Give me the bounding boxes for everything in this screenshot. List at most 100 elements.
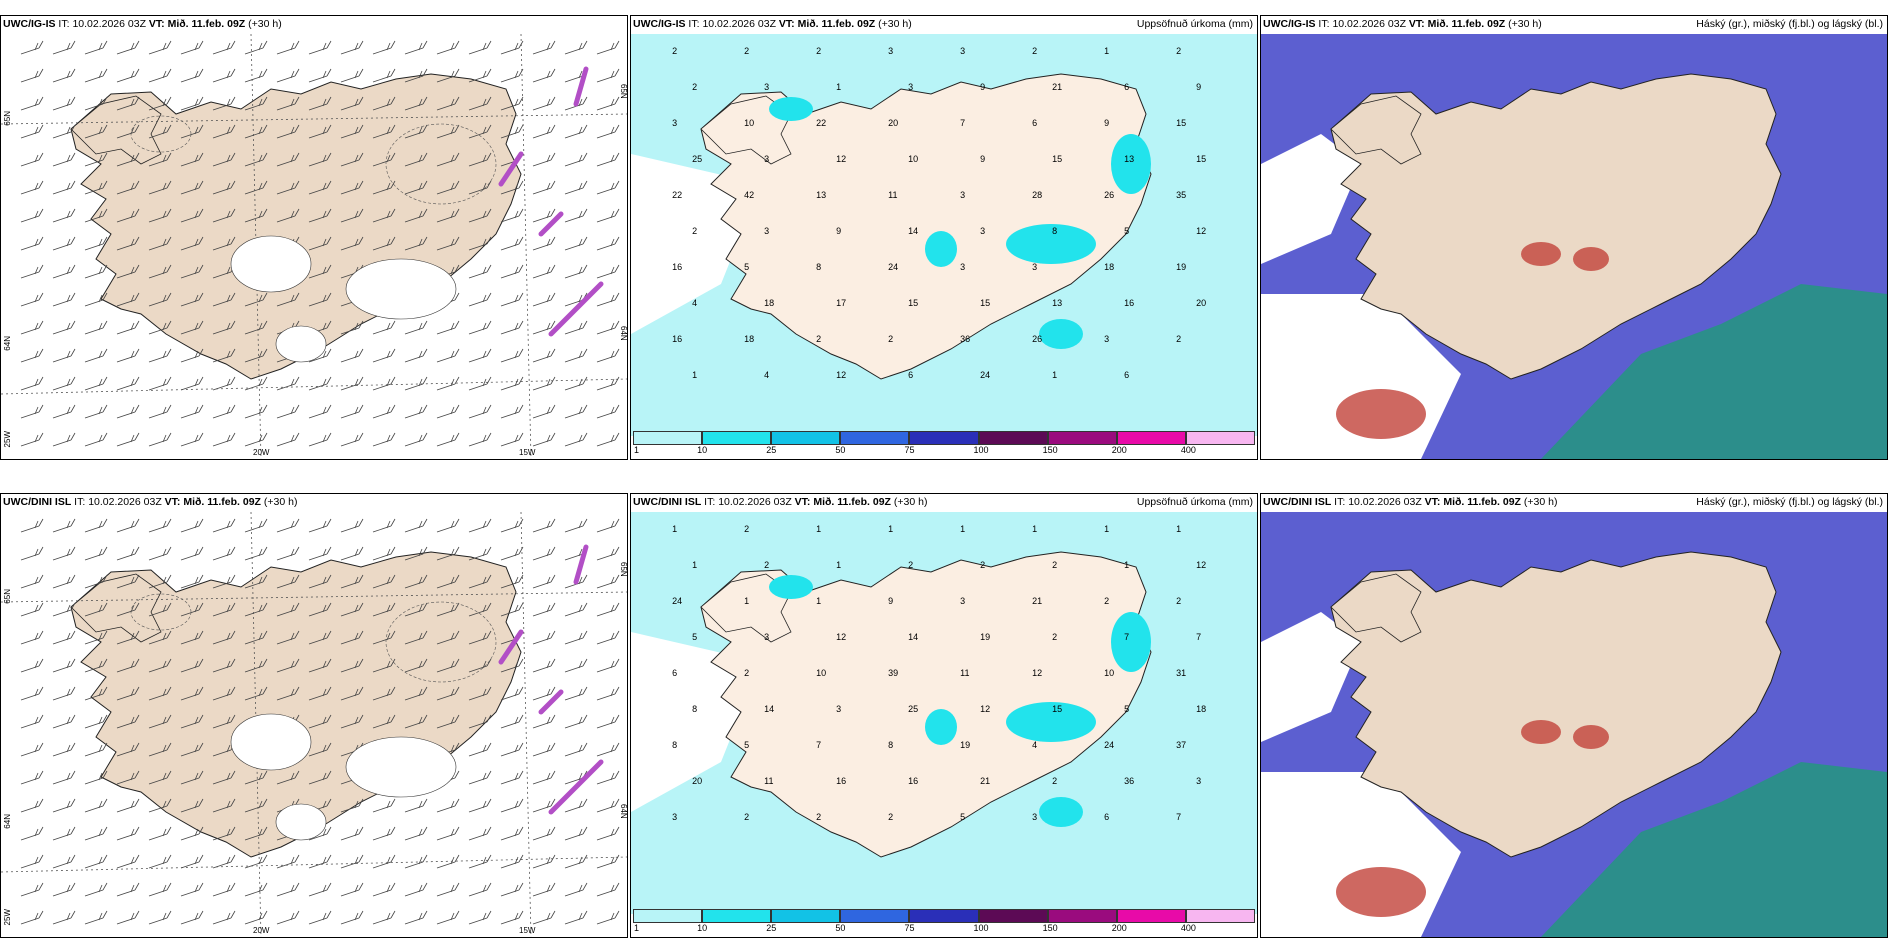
precip-value: 1 bbox=[1052, 370, 1057, 380]
wind-barb bbox=[116, 546, 140, 561]
wind-barb bbox=[532, 826, 556, 841]
wind-barb bbox=[308, 40, 332, 55]
wind-barb bbox=[404, 68, 428, 83]
precip-value: 7 bbox=[816, 740, 821, 750]
wind-barb bbox=[180, 180, 204, 195]
wind-barb bbox=[340, 68, 364, 83]
convective-streak bbox=[498, 629, 524, 665]
wind-barb bbox=[180, 264, 204, 279]
wind-barb bbox=[340, 798, 364, 813]
legend-swatch bbox=[702, 431, 772, 445]
wind-barb bbox=[340, 854, 364, 869]
wind-barb bbox=[212, 40, 236, 55]
convective-streak bbox=[498, 151, 524, 187]
westfjords bbox=[1330, 95, 1422, 165]
ice-cap bbox=[345, 258, 457, 320]
wind-barb bbox=[20, 208, 44, 223]
westfjords bbox=[700, 573, 792, 643]
wind-barb bbox=[468, 602, 492, 617]
wind-barb bbox=[340, 236, 364, 251]
wind-barb bbox=[468, 854, 492, 869]
precip-value: 4 bbox=[764, 370, 769, 380]
convective-streak bbox=[538, 211, 564, 237]
wind-barb bbox=[276, 376, 300, 391]
wind-barb bbox=[436, 630, 460, 645]
precip-value: 14 bbox=[908, 632, 918, 642]
wind-barb bbox=[468, 264, 492, 279]
precip-value: 26 bbox=[1032, 334, 1042, 344]
legend-label: 50 bbox=[835, 923, 846, 933]
legend-swatch bbox=[909, 909, 979, 923]
wind-barb bbox=[244, 376, 268, 391]
wind-barb bbox=[116, 432, 140, 447]
precip-value: 25 bbox=[908, 704, 918, 714]
wind-barb bbox=[404, 826, 428, 841]
wind-barb bbox=[564, 854, 588, 869]
wind-barb bbox=[244, 208, 268, 223]
precip-value: 19 bbox=[960, 740, 970, 750]
wind-barb bbox=[436, 152, 460, 167]
precip-value: 5 bbox=[960, 812, 965, 822]
wind-barb bbox=[52, 68, 76, 83]
wind-barb bbox=[84, 180, 108, 195]
wind-barb bbox=[308, 518, 332, 533]
wind-barb bbox=[564, 432, 588, 447]
wind-barb bbox=[212, 320, 236, 335]
precip-value: 3 bbox=[764, 154, 769, 164]
wind-barb bbox=[468, 180, 492, 195]
panel-top-wind: UWC/IG-IS IT: 10.02.2026 03Z VT: Mið. 11… bbox=[0, 15, 628, 460]
convective-streak bbox=[548, 281, 604, 337]
wind-barb bbox=[276, 432, 300, 447]
wind-barb bbox=[468, 714, 492, 729]
precip-value: 21 bbox=[980, 776, 990, 786]
precip-value: 1 bbox=[836, 82, 841, 92]
precip-value: 19 bbox=[1176, 262, 1186, 272]
wind-barb bbox=[20, 826, 44, 841]
precip-value: 3 bbox=[672, 118, 677, 128]
wind-barb bbox=[20, 320, 44, 335]
precip-value: 1 bbox=[888, 524, 893, 534]
precip-value: 2 bbox=[1176, 334, 1181, 344]
precip-value: 7 bbox=[960, 118, 965, 128]
wind-barb bbox=[52, 686, 76, 701]
wind-barb bbox=[212, 68, 236, 83]
wind-barb bbox=[212, 96, 236, 111]
wind-barb bbox=[116, 376, 140, 391]
wind-barb bbox=[468, 770, 492, 785]
convective-streak bbox=[573, 544, 589, 585]
wind-barb bbox=[500, 854, 524, 869]
wind-barb bbox=[244, 96, 268, 111]
precip-core bbox=[1039, 797, 1083, 827]
wind-barb bbox=[116, 264, 140, 279]
wind-barb bbox=[308, 404, 332, 419]
wind-barb bbox=[148, 686, 172, 701]
precip-value: 19 bbox=[980, 632, 990, 642]
wind-barb bbox=[564, 40, 588, 55]
grid-label-lon-25w: 25W bbox=[3, 431, 12, 448]
wind-barb bbox=[500, 546, 524, 561]
precip-value: 10 bbox=[908, 154, 918, 164]
wind-barb bbox=[148, 770, 172, 785]
wind-barb bbox=[116, 208, 140, 223]
wind-barb bbox=[532, 518, 556, 533]
wind-barb bbox=[276, 124, 300, 139]
wind-barb bbox=[404, 910, 428, 925]
precip-value: 3 bbox=[764, 632, 769, 642]
wind-barb bbox=[596, 40, 620, 55]
wind-barb bbox=[84, 546, 108, 561]
precip-value: 10 bbox=[816, 668, 826, 678]
precip-value: 2 bbox=[672, 46, 677, 56]
wind-barb bbox=[212, 180, 236, 195]
wind-barb bbox=[500, 180, 524, 195]
legend-swatch bbox=[771, 431, 841, 445]
wind-barb bbox=[84, 742, 108, 757]
wind-barb bbox=[52, 432, 76, 447]
wind-barb bbox=[244, 546, 268, 561]
legend-label: 400 bbox=[1180, 923, 1196, 933]
wind-barb bbox=[532, 630, 556, 645]
wind-barb bbox=[148, 40, 172, 55]
precip-value: 12 bbox=[980, 704, 990, 714]
wind-barb bbox=[308, 180, 332, 195]
wind-barb bbox=[244, 432, 268, 447]
wind-barb bbox=[276, 40, 300, 55]
